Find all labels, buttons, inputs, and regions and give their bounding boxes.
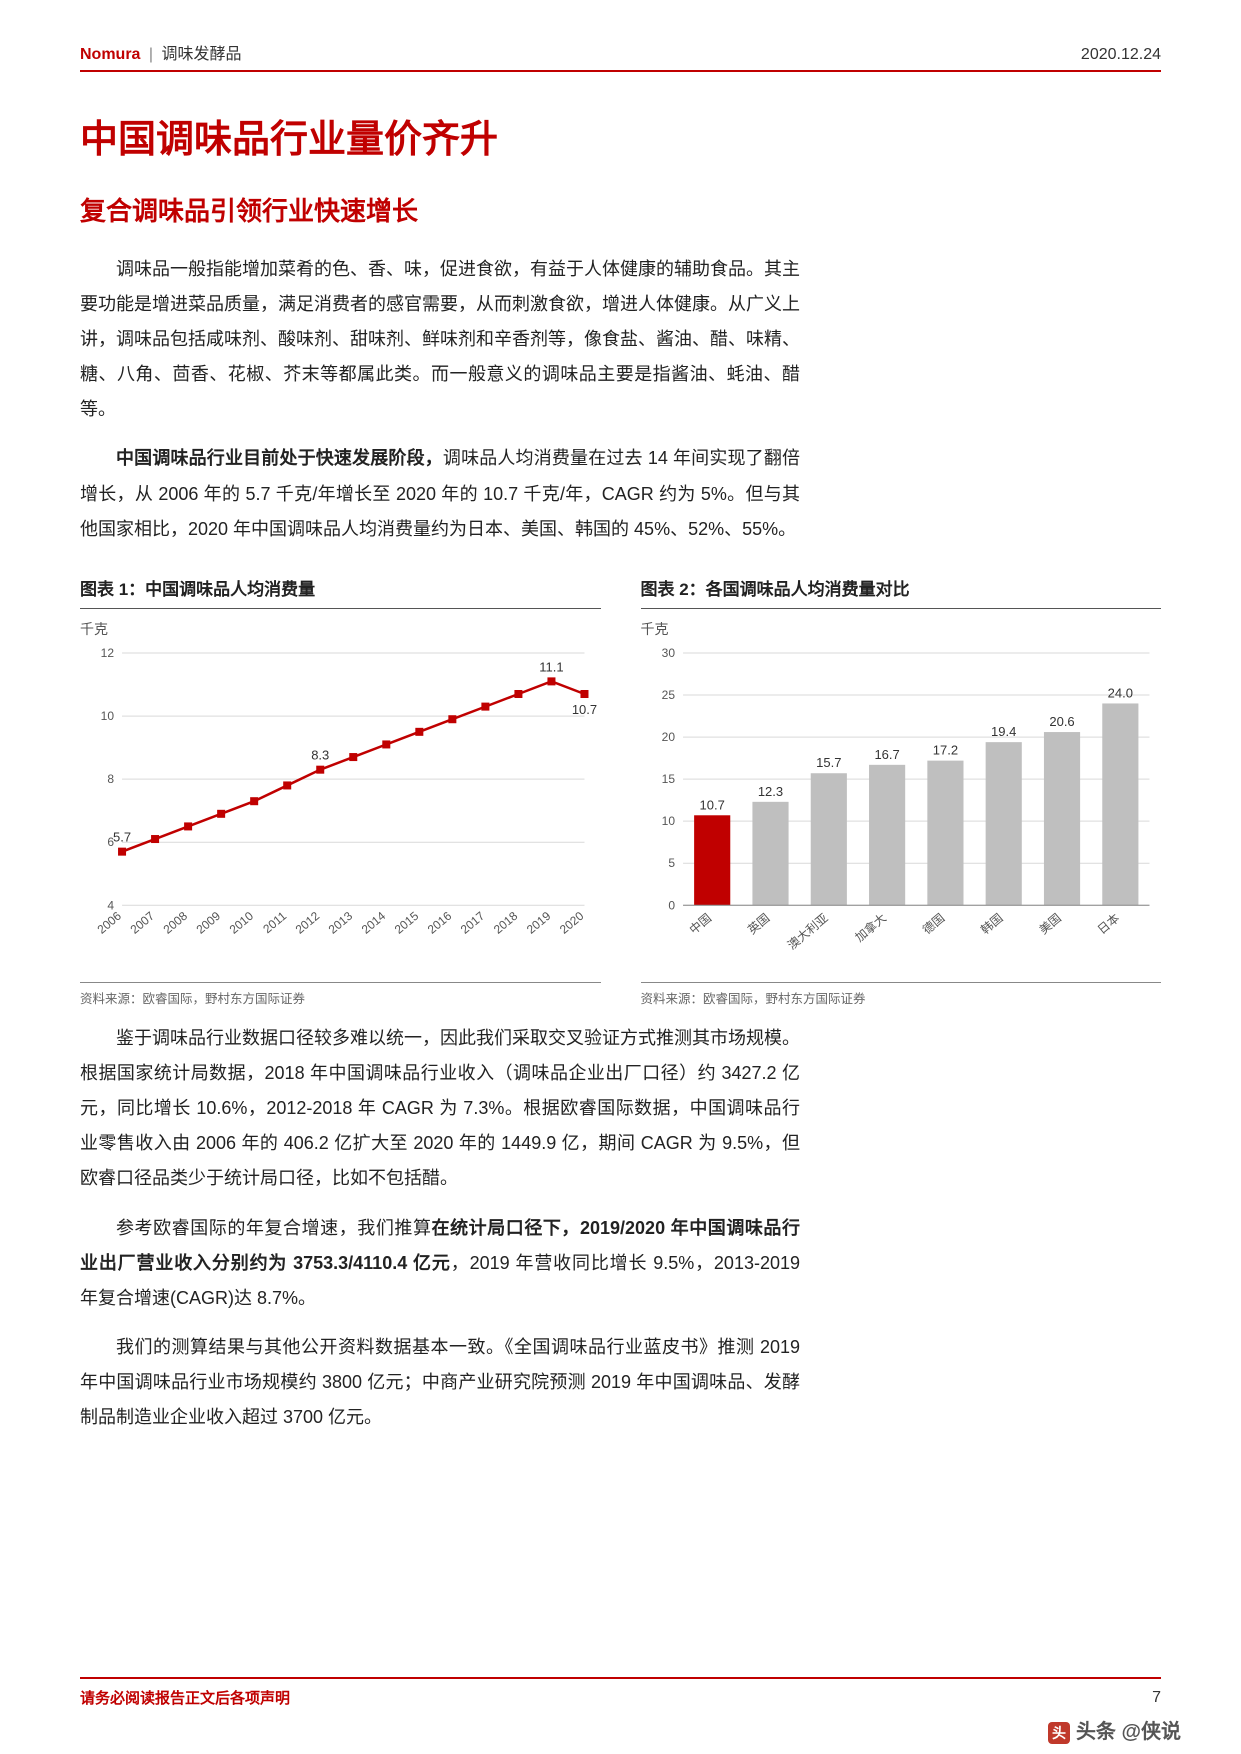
svg-text:日本: 日本 (1094, 911, 1121, 937)
svg-text:17.2: 17.2 (932, 742, 957, 757)
page-header: Nomura | 调味发酵品 2020.12.24 (80, 40, 1161, 72)
svg-text:8.3: 8.3 (311, 747, 329, 762)
section-subtitle: 复合调味品引领行业快速增长 (80, 191, 1161, 228)
svg-text:20: 20 (661, 730, 675, 744)
body-block-1: 调味品一般指能增加菜肴的色、香、味，促进食欲，有益于人体健康的辅助食品。其主要功… (80, 252, 800, 547)
para2-bold: 中国调味品行业目前处于快速发展阶段， (116, 448, 443, 468)
svg-text:2007: 2007 (128, 908, 158, 936)
svg-text:2006: 2006 (95, 908, 125, 936)
svg-text:2011: 2011 (260, 908, 289, 936)
svg-text:25: 25 (661, 688, 675, 702)
svg-text:2012: 2012 (293, 908, 323, 936)
svg-text:20.6: 20.6 (1049, 714, 1074, 729)
paragraph-5: 我们的测算结果与其他公开资料数据基本一致。《全国调味品行业蓝皮书》推测 2019… (80, 1330, 800, 1435)
paragraph-4: 参考欧睿国际的年复合增速，我们推算在统计局口径下，2019/2020 年中国调味… (80, 1211, 800, 1316)
chart-1-svg: 46810125.78.311.110.72006200720082009201… (80, 643, 601, 973)
svg-text:德国: 德国 (919, 910, 947, 937)
svg-text:8: 8 (107, 772, 114, 786)
svg-text:2014: 2014 (359, 908, 389, 936)
chart-1-ylabel: 千克 (80, 619, 601, 639)
doc-category: 调味发酵品 (162, 46, 242, 63)
svg-text:10: 10 (101, 709, 115, 723)
paragraph-2: 中国调味品行业目前处于快速发展阶段，调味品人均消费量在过去 14 年间实现了翻倍… (80, 441, 800, 546)
svg-text:2020: 2020 (557, 908, 587, 936)
header-left: Nomura | 调味发酵品 (80, 40, 242, 64)
page-footer: 请务必阅读报告正文后各项声明 7 (80, 1677, 1161, 1708)
svg-text:澳大利亚: 澳大利亚 (784, 911, 830, 953)
svg-text:英国: 英国 (745, 911, 772, 937)
svg-text:5.7: 5.7 (113, 829, 131, 844)
chart-2-title: 图表 2：各国调味品人均消费量对比 (641, 575, 1162, 609)
chart-2-source: 资料来源：欧睿国际，野村东方国际证券 (641, 982, 1162, 1007)
svg-text:2015: 2015 (392, 908, 422, 936)
chart-2-block: 图表 2：各国调味品人均消费量对比 千克 0 5 10 15 20 25 30 10.7 中国 1… (641, 575, 1162, 1007)
svg-text:19.4: 19.4 (991, 724, 1016, 739)
svg-text:16.7: 16.7 (874, 747, 899, 762)
watermark-icon: 头 (1048, 1722, 1070, 1744)
page-number: 7 (1152, 1689, 1161, 1707)
page-title: 中国调味品行业量价齐升 (80, 108, 1161, 163)
paragraph-1: 调味品一般指能增加菜肴的色、香、味，促进食欲，有益于人体健康的辅助食品。其主要功… (80, 252, 800, 427)
chart-1-title: 图表 1：中国调味品人均消费量 (80, 575, 601, 609)
header-divider: | (149, 46, 153, 63)
chart-1-block: 图表 1：中国调味品人均消费量 千克 46810125.78.311.110.7… (80, 575, 601, 1007)
svg-text:24.0: 24.0 (1107, 685, 1132, 700)
chart-2-svg: 0 5 10 15 20 25 30 10.7 中国 12.3 英国 15.7 澳大利亚 16.7 加拿大 1… (641, 643, 1162, 973)
body-block-2: 鉴于调味品行业数据口径较多难以统一，因此我们采取交叉验证方式推测其市场规模。根据… (80, 1021, 800, 1435)
svg-text:2008: 2008 (161, 908, 191, 936)
brand-name: Nomura (80, 46, 140, 63)
svg-text:美国: 美国 (1036, 911, 1063, 937)
svg-text:2019: 2019 (524, 908, 554, 936)
chart-2-ylabel: 千克 (641, 619, 1162, 639)
watermark-text: 头条 @侠说 (1076, 1721, 1181, 1743)
charts-row: 图表 1：中国调味品人均消费量 千克 46810125.78.311.110.7… (80, 575, 1161, 1007)
svg-text:加拿大: 加拿大 (851, 910, 888, 945)
svg-text:11.1: 11.1 (539, 659, 563, 674)
svg-text:15: 15 (661, 772, 675, 786)
svg-text:2018: 2018 (491, 908, 521, 936)
footer-disclaimer: 请务必阅读报告正文后各项声明 (80, 1687, 290, 1708)
header-date: 2020.12.24 (1081, 46, 1161, 64)
watermark: 头头条 @侠说 (1048, 1715, 1181, 1744)
svg-text:2017: 2017 (458, 908, 488, 936)
para4-lead: 参考欧睿国际的年复合增速，我们推算 (116, 1218, 432, 1238)
svg-text:2013: 2013 (326, 908, 356, 936)
svg-text:30: 30 (661, 646, 675, 660)
svg-text:10.7: 10.7 (572, 702, 597, 717)
svg-text:10.7: 10.7 (699, 797, 724, 812)
svg-text:12.3: 12.3 (757, 784, 782, 799)
svg-text:12: 12 (101, 646, 115, 660)
svg-text:10: 10 (661, 814, 675, 828)
svg-text:2016: 2016 (425, 908, 455, 936)
svg-text:韩国: 韩国 (977, 910, 1005, 937)
svg-text:2009: 2009 (194, 908, 224, 936)
svg-text:15.7: 15.7 (816, 755, 841, 770)
paragraph-3: 鉴于调味品行业数据口径较多难以统一，因此我们采取交叉验证方式推测其市场规模。根据… (80, 1021, 800, 1196)
svg-text:5: 5 (668, 856, 675, 870)
svg-text:0: 0 (668, 898, 675, 912)
chart-1-source: 资料来源：欧睿国际，野村东方国际证券 (80, 982, 601, 1007)
svg-text:2010: 2010 (227, 908, 257, 936)
svg-text:中国: 中国 (686, 910, 714, 937)
